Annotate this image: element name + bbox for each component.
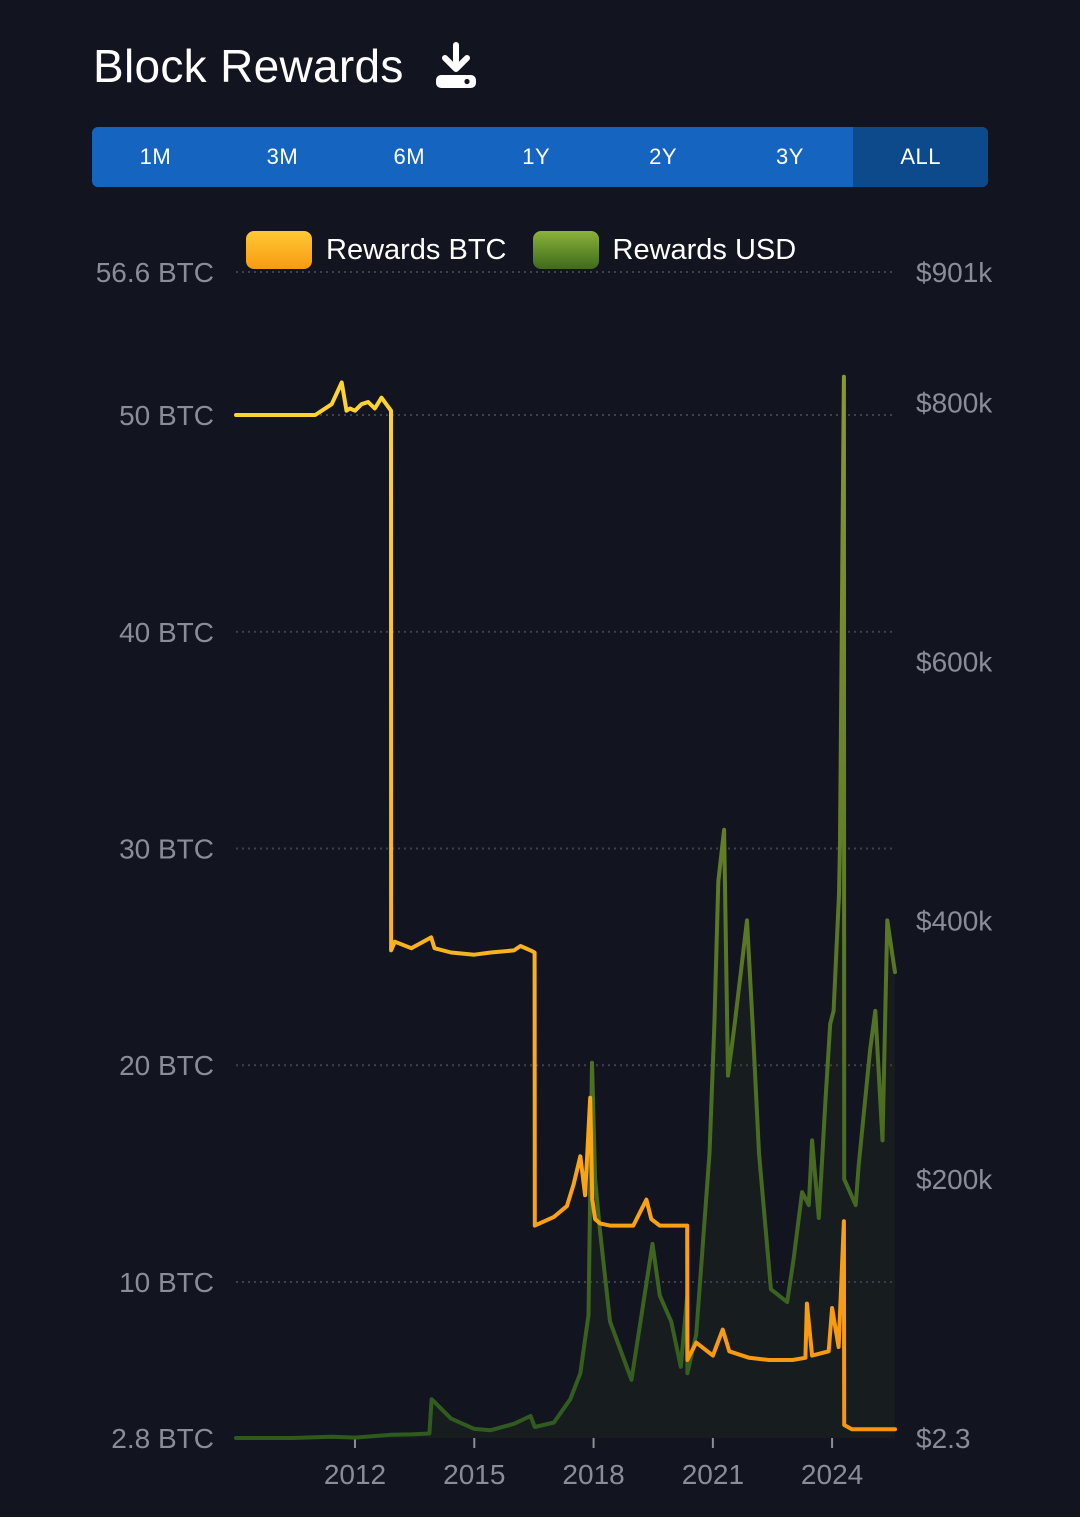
y-right-tick-2-3: $2.3 <box>916 1423 971 1454</box>
x-tick-2021: 2021 <box>682 1459 744 1490</box>
y-right-tick-800k: $800k <box>916 388 993 419</box>
y-right-tick-400k: $400k <box>916 905 993 936</box>
y-left-tick-30-btc: 30 BTC <box>119 833 214 864</box>
tab-3y[interactable]: 3Y <box>776 144 804 169</box>
tab-1y[interactable]: 1Y <box>522 144 551 169</box>
y-axis-left: 56.6 BTC 50 BTC 40 BTC 30 BTC 20 BTC 10 BTC 2.… <box>96 257 214 1454</box>
x-tick-2018: 2018 <box>562 1459 624 1490</box>
tab-6m[interactable]: 6M <box>393 144 426 169</box>
page-title: Block Rewards <box>93 40 404 92</box>
series-group <box>234 374 897 1440</box>
y-right-tick-600k: $600k <box>916 647 993 678</box>
time-range-tabs: 1M 3M 6M 1Y 2Y 3Y ALL <box>92 127 988 187</box>
legend-swatch-usd <box>532 231 599 269</box>
legend-item-rewards-btc[interactable]: Rewards BTC <box>246 231 507 269</box>
y-left-tick-10-btc: 10 BTC <box>119 1267 214 1298</box>
y-left-tick-2-8-btc: 2.8 BTC <box>111 1423 214 1454</box>
series-line-rewards-usd <box>234 374 897 1440</box>
x-tick-2015: 2015 <box>443 1459 505 1490</box>
tab-all[interactable]: ALL <box>853 127 988 187</box>
legend-label-usd: Rewards USD <box>612 233 797 266</box>
y-left-tick-50-btc: 50 BTC <box>119 400 214 431</box>
x-axis: 2012 2015 2018 2021 2024 <box>324 1438 863 1490</box>
tab-1m[interactable]: 1M <box>139 144 172 169</box>
legend-swatch-btc <box>246 231 312 269</box>
chart-legend: Rewards BTC Rewards USD <box>246 230 822 270</box>
y-right-tick-200k: $200k <box>916 1164 993 1195</box>
x-tick-2012: 2012 <box>324 1459 386 1490</box>
tab-3m[interactable]: 3M <box>266 144 299 169</box>
legend-item-rewards-usd[interactable]: Rewards USD <box>532 231 797 269</box>
y-right-tick-901k: $901k <box>916 257 993 288</box>
y-left-tick-20-btc: 20 BTC <box>119 1050 214 1081</box>
y-axis-right: $901k $800k $600k $400k $200k $2.3 <box>916 257 993 1454</box>
download-icon[interactable] <box>434 42 478 90</box>
tab-2y[interactable]: 2Y <box>649 144 678 169</box>
x-tick-2024: 2024 <box>801 1459 863 1490</box>
grid-lines <box>236 271 895 1283</box>
legend-label-btc: Rewards BTC <box>326 233 507 266</box>
series-line-rewards-btc <box>234 380 897 1432</box>
header: Block Rewards <box>93 36 478 96</box>
series-rewards-usd <box>234 374 897 1440</box>
y-left-tick-56-6-btc: 56.6 BTC <box>96 257 214 288</box>
series-rewards-btc <box>234 380 897 1432</box>
y-left-tick-40-btc: 40 BTC <box>119 617 214 648</box>
series-area-rewards-usd <box>236 376 895 1438</box>
download-icon-glyph <box>435 42 476 88</box>
